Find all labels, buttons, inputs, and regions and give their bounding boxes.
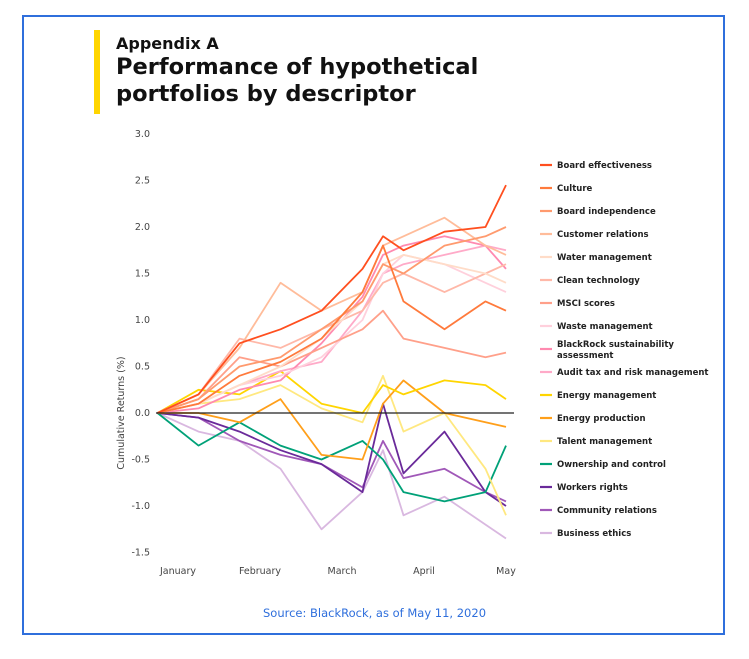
legend-label: Clean technology [557, 276, 640, 286]
legend-label: Culture [557, 184, 593, 194]
legend: Board effectiveness Culture Board independ… [540, 161, 708, 539]
series-line [157, 370, 507, 414]
legend-label: Ownership and control [557, 460, 666, 470]
legend-label: Water management [557, 253, 652, 263]
y-tick-label: 2.0 [135, 222, 150, 233]
legend-label: Workers rights [557, 483, 628, 493]
y-tick-label: -1.0 [131, 501, 150, 512]
x-tick-label: March [328, 566, 357, 577]
chart-title: Performance of hypothetical portfolios b… [116, 54, 479, 107]
series-line [157, 226, 507, 414]
series-line [157, 402, 507, 507]
legend-label: Board independence [557, 207, 656, 217]
appendix-label: Appendix A [116, 34, 219, 53]
series-line [157, 309, 507, 414]
legend-label: Audit tax and risk management [557, 368, 708, 378]
series-line [157, 216, 507, 414]
series-lines [156, 184, 507, 540]
figure-frame [22, 15, 725, 635]
series-line [157, 379, 507, 461]
legend-label: Business ethics [557, 529, 631, 539]
y-tick-label: 1.0 [135, 315, 150, 326]
x-axis: January February March April May [159, 566, 516, 577]
y-tick-label: 3.0 [135, 129, 150, 140]
legend-label: Customer relations [557, 230, 649, 240]
legend-label: Community relations [557, 506, 657, 516]
y-tick-label: 2.5 [135, 176, 150, 187]
y-tick-label: 1.5 [135, 269, 150, 280]
series-line [157, 263, 507, 414]
legend-label: Talent management [557, 437, 652, 447]
legend-label: BlackRock sustainability assessment [557, 340, 674, 361]
series-line [157, 184, 507, 414]
x-tick-label: May [496, 566, 516, 577]
y-tick-label: -0.5 [131, 455, 150, 466]
series-line [157, 374, 507, 516]
source-note: Source: BlackRock, as of May 11, 2020 [262, 606, 487, 620]
legend-label: Energy management [557, 391, 656, 401]
y-tick-label: 0.0 [135, 408, 150, 419]
x-tick-label: February [239, 566, 281, 577]
legend-label: Energy production [557, 414, 646, 424]
series-line [157, 412, 507, 503]
y-axis: 3.0 2.5 2.0 1.5 1.0 0.5 0.0 -0.5 -1.0 -1.5 [131, 129, 150, 559]
series-line [157, 244, 507, 414]
y-axis-label: Cumulative Returns (%) [116, 356, 127, 469]
accent-bar [94, 30, 100, 114]
series-line [156, 412, 507, 503]
x-tick-label: January [159, 566, 196, 577]
series-line [157, 235, 507, 414]
legend-label: Board effectiveness [557, 161, 652, 171]
x-tick-label: April [413, 566, 435, 577]
y-tick-label: 0.5 [135, 362, 150, 373]
legend-label: MSCI scores [557, 299, 615, 309]
series-line [157, 412, 507, 540]
y-tick-label: -1.5 [131, 548, 150, 559]
legend-label: Waste management [557, 322, 653, 332]
